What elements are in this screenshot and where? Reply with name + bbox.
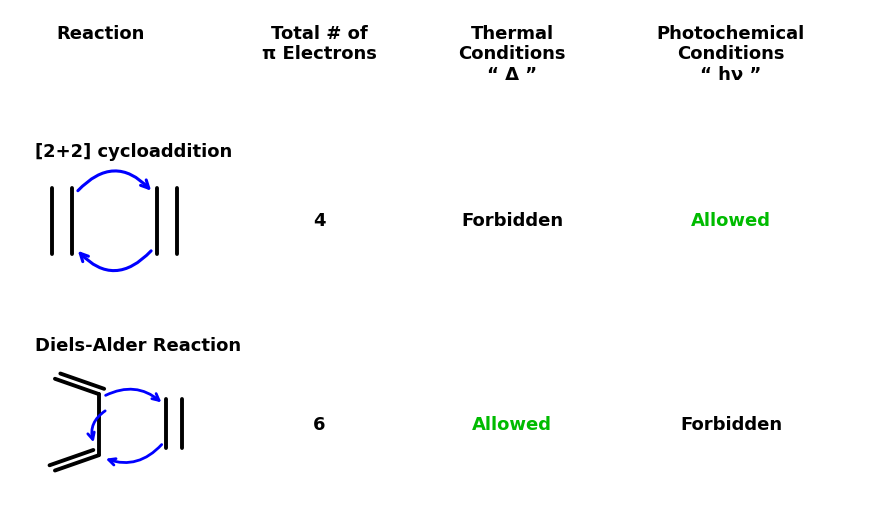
Text: 4: 4: [313, 212, 325, 230]
Text: Allowed: Allowed: [472, 415, 552, 434]
Text: Diels-Alder Reaction: Diels-Alder Reaction: [34, 337, 241, 355]
Text: Forbidden: Forbidden: [461, 212, 563, 230]
Text: Photochemical
Conditions
“ hν ”: Photochemical Conditions “ hν ”: [657, 24, 805, 84]
Text: [2+2] cycloaddition: [2+2] cycloaddition: [34, 143, 232, 161]
Text: Total # of
π Electrons: Total # of π Electrons: [262, 24, 377, 63]
Text: Thermal
Conditions
“ Δ ”: Thermal Conditions “ Δ ”: [458, 24, 566, 84]
Text: Forbidden: Forbidden: [680, 415, 782, 434]
Text: Allowed: Allowed: [691, 212, 771, 230]
Text: Reaction: Reaction: [57, 24, 145, 42]
Text: 6: 6: [313, 415, 325, 434]
